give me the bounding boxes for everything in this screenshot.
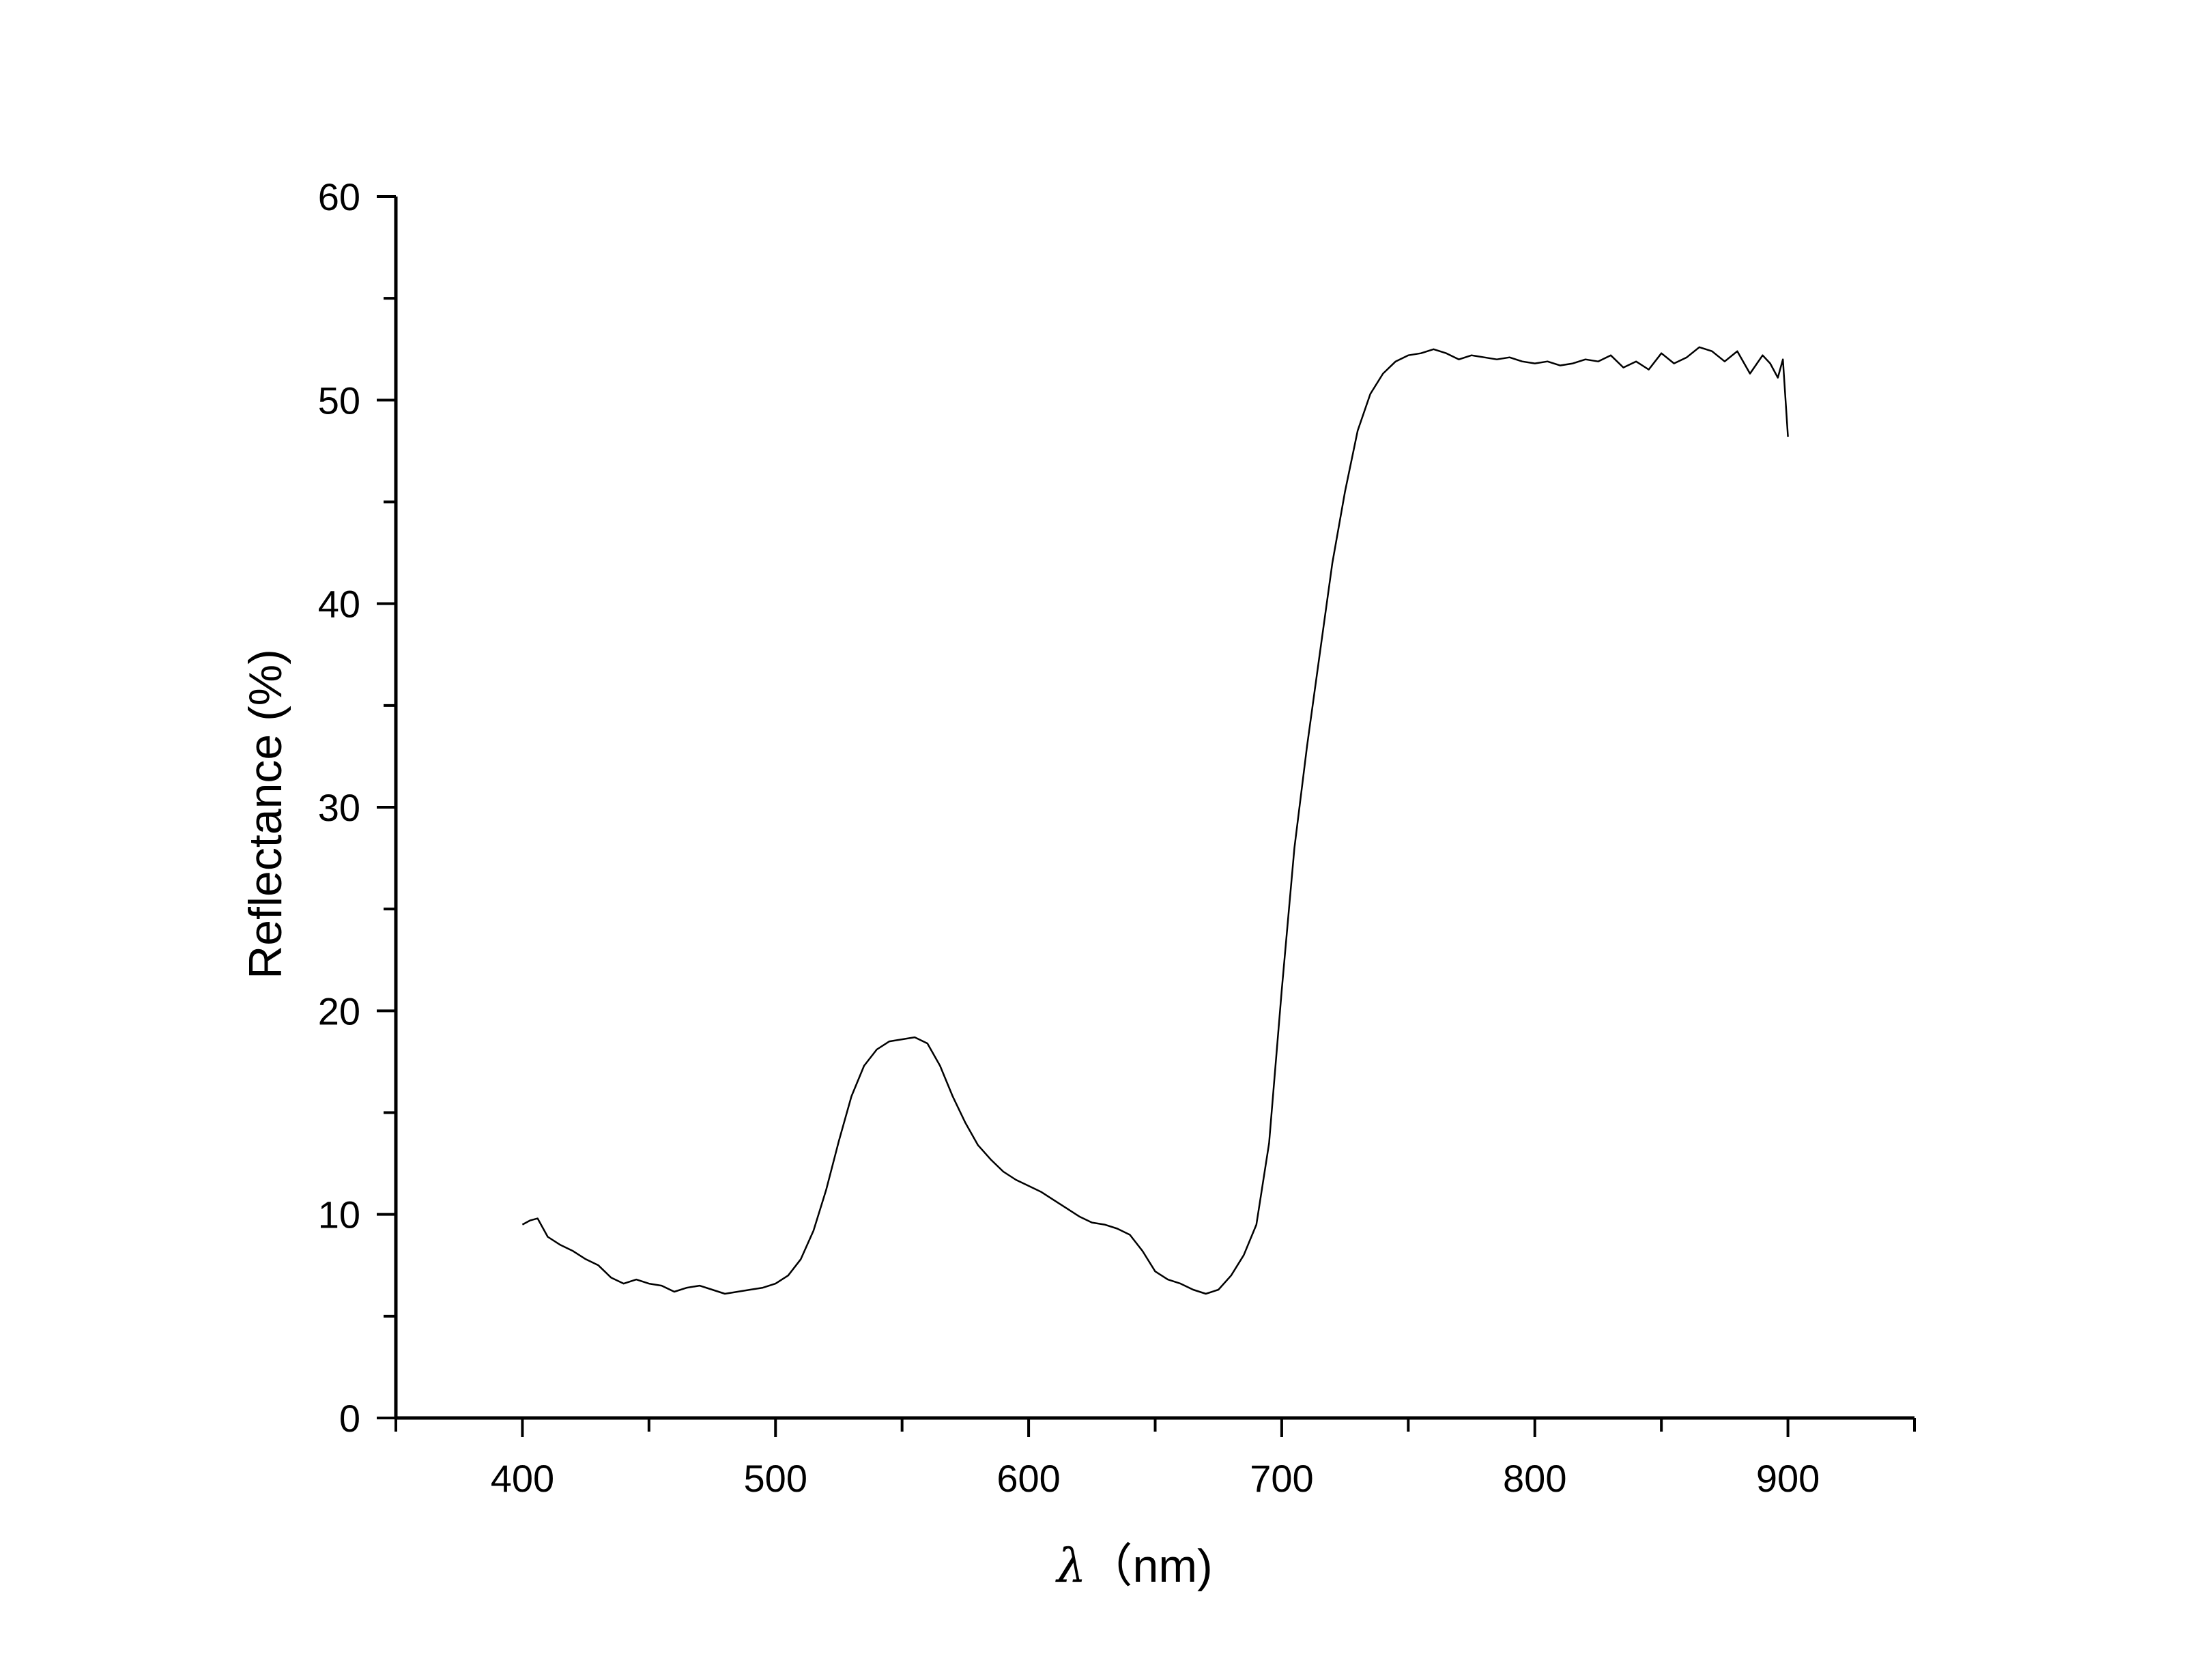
x-tick-label: 900 — [1756, 1457, 1820, 1500]
x-tick-label: 500 — [744, 1457, 807, 1500]
x-axis-ticks: 400 500 600 700 800 900 — [394, 1418, 1916, 1500]
x-axis-title: λ（nm) — [1055, 1539, 1212, 1593]
y-tick-label: 40 — [318, 583, 360, 626]
x-tick-label: 400 — [491, 1457, 554, 1500]
y-tick-label: 30 — [318, 786, 360, 829]
axes — [394, 197, 1914, 1420]
y-tick-label: 20 — [318, 989, 360, 1032]
x-axis-title-unit: （nm) — [1087, 1540, 1213, 1592]
y-tick-label: 0 — [339, 1397, 360, 1440]
x-axis-title-symbol: λ — [1055, 1539, 1086, 1593]
x-tick-label: 800 — [1503, 1457, 1566, 1500]
x-tick-label: 600 — [996, 1457, 1060, 1500]
y-tick-label: 10 — [318, 1193, 360, 1236]
y-axis-title: Reflectance (%) — [240, 649, 291, 979]
x-tick-label: 700 — [1250, 1457, 1313, 1500]
plot-area — [521, 346, 1789, 1295]
reflectance-line — [521, 346, 1789, 1295]
y-tick-label: 50 — [318, 379, 360, 422]
y-tick-label: 60 — [318, 175, 360, 218]
y-axis-ticks: 0 10 20 30 40 50 60 — [318, 175, 396, 1440]
